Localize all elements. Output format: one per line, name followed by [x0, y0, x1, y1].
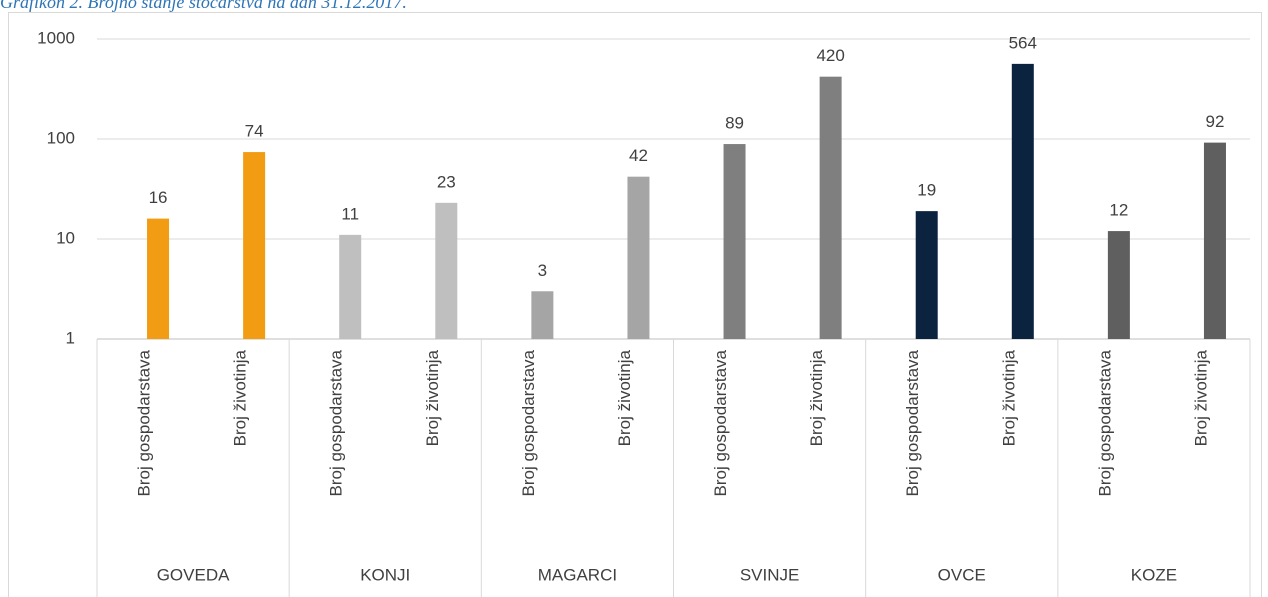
bar — [1203, 142, 1226, 339]
chart-title: Grafikon 2. Brojno stanje stočarstva na … — [0, 0, 407, 12]
data-label: 92 — [1205, 112, 1224, 131]
data-label: 23 — [437, 172, 456, 191]
x-tick-label: Broj gospodarstava — [711, 349, 730, 496]
data-label: 420 — [816, 46, 844, 65]
x-tick-label: Broj gospodarstava — [135, 349, 154, 496]
y-tick-label: 1 — [66, 328, 75, 347]
group-label: MAGARCI — [538, 565, 617, 584]
data-label: 74 — [245, 122, 264, 141]
data-label: 564 — [1009, 33, 1037, 52]
x-tick-label: Broj životinja — [999, 349, 1018, 446]
group-label: GOVEDA — [157, 565, 230, 584]
bar — [435, 202, 458, 339]
x-tick-label: Broj životinja — [1191, 349, 1210, 446]
data-label: 89 — [725, 114, 744, 133]
bar — [147, 218, 170, 339]
data-label: 3 — [538, 261, 547, 280]
y-tick-label: 100 — [47, 128, 75, 147]
group-label: KOZE — [1131, 565, 1177, 584]
group-label: SVINJE — [740, 565, 800, 584]
x-tick-label: Broj životinja — [231, 349, 250, 446]
data-label: 12 — [1109, 201, 1128, 220]
x-tick-label: Broj životinja — [615, 349, 634, 446]
x-tick-label: Broj gospodarstava — [519, 349, 538, 496]
bar — [723, 144, 746, 339]
data-label: 16 — [149, 188, 168, 207]
bar — [915, 211, 938, 339]
y-tick-label: 10 — [56, 228, 75, 247]
bar — [819, 76, 842, 339]
chart-frame — [8, 12, 1262, 597]
bar — [531, 291, 554, 339]
y-tick-label: 1000 — [37, 28, 75, 47]
data-label: 11 — [341, 204, 359, 223]
group-label: KONJI — [360, 565, 410, 584]
bar — [339, 234, 362, 339]
bar — [1011, 63, 1034, 339]
x-tick-label: Broj životinja — [807, 349, 826, 446]
data-label: 19 — [917, 181, 936, 200]
data-label: 42 — [629, 146, 648, 165]
x-tick-label: Broj gospodarstava — [327, 349, 346, 496]
x-tick-label: Broj gospodarstava — [1095, 349, 1114, 496]
group-label: OVCE — [938, 565, 986, 584]
x-tick-label: Broj životinja — [423, 349, 442, 446]
bar — [1107, 231, 1130, 339]
bar — [627, 176, 650, 339]
x-tick-label: Broj gospodarstava — [903, 349, 922, 496]
bar — [243, 152, 266, 339]
